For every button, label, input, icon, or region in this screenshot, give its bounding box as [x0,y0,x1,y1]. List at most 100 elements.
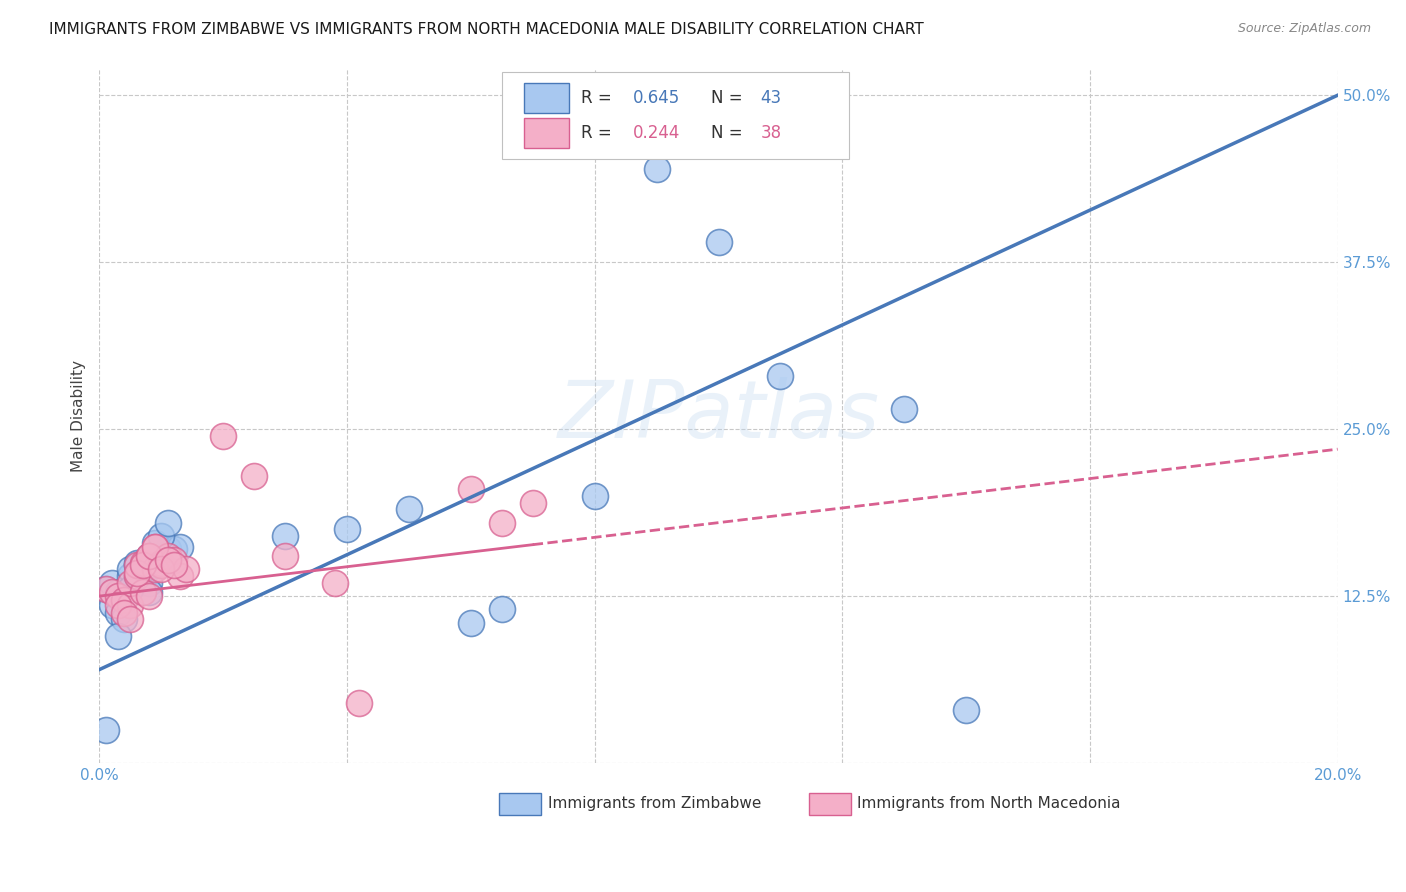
Point [138,585,160,599]
Point [169,540,191,554]
Point [101,575,124,590]
Point [132,572,155,586]
Point [112,593,135,607]
Point [150,553,173,567]
Point [893,402,915,417]
FancyBboxPatch shape [524,83,568,113]
Point [125,566,148,581]
Point [132,585,155,599]
Point [156,542,179,557]
Point [156,553,179,567]
Point [398,502,420,516]
Text: Immigrants from Zimbabwe: Immigrants from Zimbabwe [548,796,761,811]
Text: IMMIGRANTS FROM ZIMBABWE VS IMMIGRANTS FROM NORTH MACEDONIA MALE DISABILITY CORR: IMMIGRANTS FROM ZIMBABWE VS IMMIGRANTS F… [49,22,924,37]
Point [125,569,148,583]
Text: R =: R = [581,89,617,107]
Point [143,535,166,549]
Point [156,549,179,563]
Point [707,235,730,249]
Point [101,599,124,613]
Point [143,540,166,554]
FancyBboxPatch shape [499,793,541,815]
Point [174,562,197,576]
Point [143,540,166,554]
Text: ZIPatlas: ZIPatlas [557,376,880,455]
Point [125,556,148,570]
Point [156,516,179,530]
Point [94,582,117,597]
Point [120,569,142,583]
Point [112,607,135,621]
Text: N =: N = [711,124,748,142]
Point [150,529,173,543]
Point [769,368,792,383]
Point [132,558,155,573]
FancyBboxPatch shape [808,793,851,815]
Text: R =: R = [581,124,617,142]
Point [150,562,173,576]
Point [522,495,544,509]
Point [138,575,160,590]
Point [138,589,160,603]
Point [163,542,186,557]
Point [274,529,297,543]
Text: 43: 43 [761,89,782,107]
Point [163,553,186,567]
Point [143,556,166,570]
Point [120,575,142,590]
Text: N =: N = [711,89,748,107]
FancyBboxPatch shape [524,118,568,148]
Point [107,599,129,613]
Point [150,556,173,570]
Point [460,615,482,630]
Point [112,593,135,607]
Point [112,589,135,603]
Point [107,607,129,621]
Point [274,549,297,563]
Point [645,161,668,176]
Point [120,612,142,626]
Point [132,562,155,576]
Point [460,482,482,496]
Point [120,582,142,597]
Point [169,569,191,583]
Point [143,562,166,576]
Point [94,582,117,597]
Point [125,569,148,583]
Point [491,516,513,530]
Text: 0.645: 0.645 [633,89,681,107]
Point [138,549,160,563]
FancyBboxPatch shape [502,72,849,159]
Y-axis label: Male Disability: Male Disability [72,359,86,472]
Point [349,696,371,710]
Point [107,589,129,603]
Point [212,429,235,443]
Point [150,558,173,573]
Point [583,489,606,503]
Point [143,558,166,573]
Text: Source: ZipAtlas.com: Source: ZipAtlas.com [1237,22,1371,36]
Point [243,469,266,483]
Point [138,549,160,563]
Point [163,558,186,573]
Point [132,566,155,581]
Point [112,612,135,626]
Point [138,549,160,563]
Point [120,599,142,613]
Point [107,629,129,643]
Text: 38: 38 [761,124,782,142]
Point [94,723,117,737]
Point [125,558,148,573]
Point [132,556,155,570]
Point [955,703,977,717]
Point [125,558,148,573]
Point [150,549,173,563]
Point [323,575,346,590]
Point [107,585,129,599]
Text: 0.244: 0.244 [633,124,681,142]
Point [101,585,124,599]
Point [336,522,359,536]
Point [120,562,142,576]
Point [491,602,513,616]
Text: Immigrants from North Macedonia: Immigrants from North Macedonia [858,796,1121,811]
